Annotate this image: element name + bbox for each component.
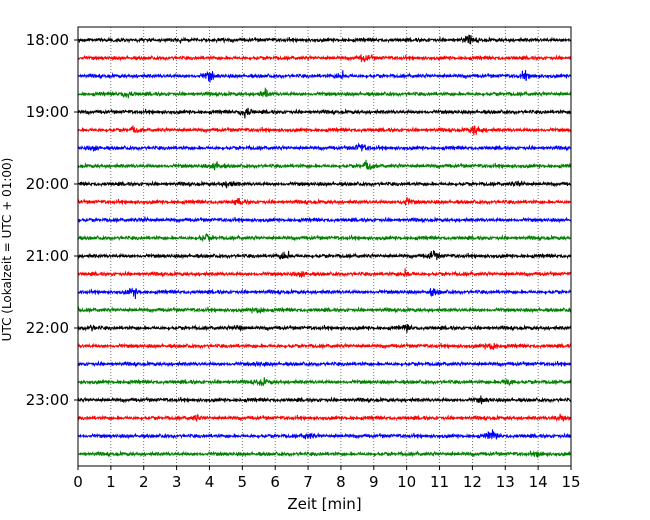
seismic-traces [77, 34, 572, 459]
trace-2330 [77, 429, 572, 440]
trace-2030 [77, 216, 572, 224]
trace-2045 [77, 233, 572, 243]
x-tick-label: 2 [139, 473, 149, 491]
trace-2230 [77, 360, 572, 368]
trace-1915 [77, 125, 572, 136]
trace-2245 [77, 377, 572, 387]
x-tick-label: 14 [529, 473, 548, 491]
trace-2115 [77, 268, 572, 278]
trace-2315 [77, 413, 572, 422]
trace-2345 [77, 450, 572, 459]
x-tick-label: 3 [172, 473, 182, 491]
trace-2015 [77, 196, 572, 206]
trace-2000 [77, 180, 572, 189]
x-tick-label: 4 [205, 473, 215, 491]
y-tick-label: 23:00 [26, 391, 69, 409]
x-tick-label: 5 [238, 473, 248, 491]
x-tick-label: 9 [369, 473, 379, 491]
trace-2145 [77, 306, 572, 314]
y-axis-ticks: 18:00 19:00 20:00 21:00 22:00 23:00 [26, 31, 78, 409]
x-tick-label: 11 [430, 473, 449, 491]
x-grid [110, 27, 539, 466]
trace-2215 [77, 342, 572, 351]
y-tick-label: 22:00 [26, 319, 69, 337]
x-tick-label: 7 [303, 473, 313, 491]
x-tick-label: 6 [270, 473, 280, 491]
trace-1845 [77, 87, 572, 99]
x-axis-ticks: 0 1 2 3 4 5 6 7 8 9 10 11 12 13 14 15 [73, 466, 581, 491]
trace-1930 [77, 142, 572, 152]
x-tick-label: 15 [561, 473, 580, 491]
y-tick-label: 20:00 [26, 175, 69, 193]
x-tick-label: 0 [73, 473, 83, 491]
y-axis-label: UTC (Lokalzeit = UTC + 01:00) [0, 158, 14, 342]
trace-1830 [77, 69, 572, 83]
trace-2130 [77, 287, 572, 300]
y-tick-label: 18:00 [26, 31, 69, 49]
x-axis-label: Zeit [min] [287, 495, 361, 513]
plot-frame [77, 26, 572, 467]
x-tick-label: 13 [496, 473, 515, 491]
x-tick-label: 1 [106, 473, 116, 491]
trace-2200 [77, 323, 572, 333]
y-tick-label: 19:00 [26, 103, 69, 121]
x-tick-label: 12 [463, 473, 482, 491]
trace-1900 [77, 107, 572, 119]
x-tick-label: 10 [397, 473, 416, 491]
x-tick-label: 8 [336, 473, 346, 491]
trace-1815 [77, 53, 572, 63]
trace-1945 [77, 159, 572, 171]
y-tick-label: 21:00 [26, 247, 69, 265]
trace-2100 [77, 250, 572, 261]
trace-1800 [77, 34, 572, 45]
trace-2300 [77, 395, 572, 405]
